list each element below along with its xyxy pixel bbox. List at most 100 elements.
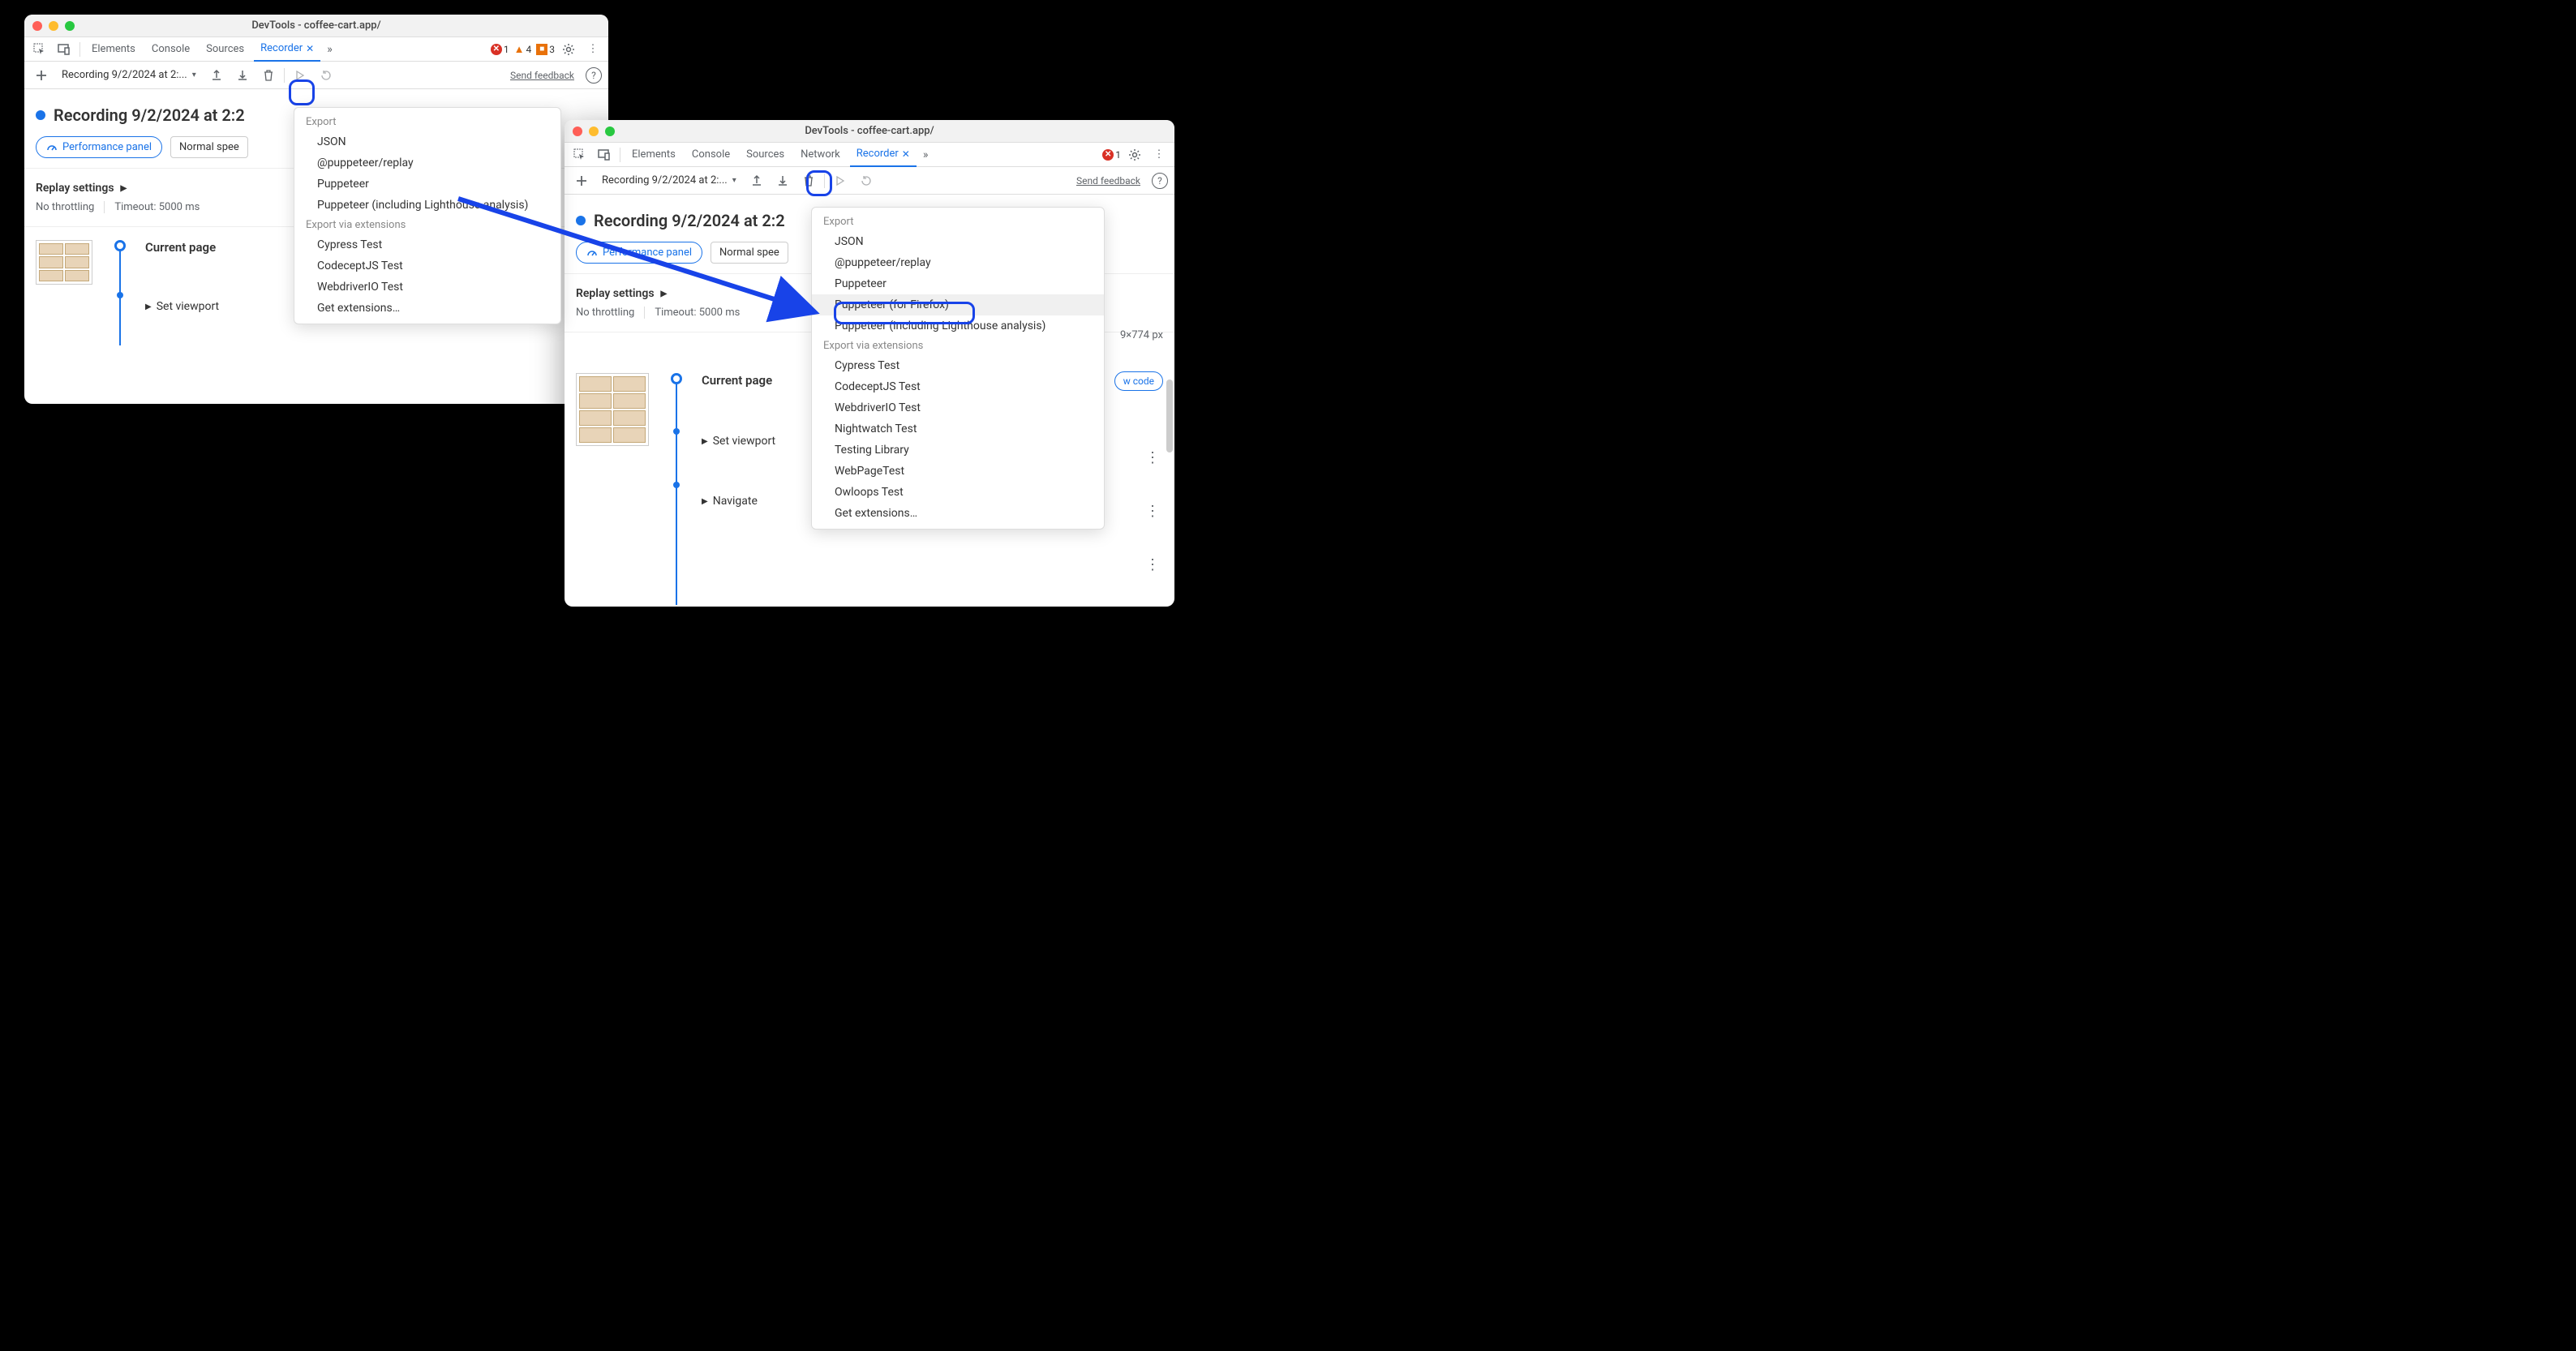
- gauge-icon: [46, 142, 58, 153]
- export-codeceptjs[interactable]: CodeceptJS Test: [294, 255, 560, 277]
- close-tab-icon[interactable]: ✕: [306, 43, 314, 54]
- replay-icon[interactable]: [830, 170, 851, 191]
- info-count[interactable]: ■3: [536, 44, 555, 55]
- tab-network[interactable]: Network: [794, 143, 847, 167]
- error-count[interactable]: ✕1: [491, 44, 509, 55]
- step-set-viewport[interactable]: ▶ Set viewport: [702, 435, 775, 448]
- send-feedback-link[interactable]: Send feedback: [1076, 175, 1140, 187]
- delete-icon[interactable]: [798, 170, 819, 191]
- import-icon[interactable]: [206, 65, 227, 86]
- device-toggle-icon[interactable]: [594, 144, 615, 165]
- export-dropdown: Export JSON @puppeteer/replay Puppeteer …: [811, 207, 1105, 530]
- export-get-extensions[interactable]: Get extensions…: [812, 503, 1104, 524]
- performance-panel-button[interactable]: Performance panel: [576, 242, 702, 264]
- step-current-page[interactable]: Current page: [702, 373, 775, 388]
- export-dropdown: Export JSON @puppeteer/replay Puppeteer …: [294, 107, 561, 324]
- help-icon[interactable]: ?: [1152, 173, 1168, 189]
- recording-title: Recording 9/2/2024 at 2:2: [54, 105, 245, 125]
- export-puppeteer-replay[interactable]: @puppeteer/replay: [294, 152, 560, 174]
- tab-elements[interactable]: Elements: [625, 143, 682, 167]
- close-tab-icon[interactable]: ✕: [902, 148, 910, 160]
- export-puppeteer-replay[interactable]: @puppeteer/replay: [812, 252, 1104, 273]
- kebab-menu-icon[interactable]: ⋮: [1148, 144, 1170, 165]
- recording-selector[interactable]: Recording 9/2/2024 at 2:... ▾: [57, 67, 201, 83]
- tab-recorder[interactable]: Recorder✕: [850, 143, 917, 167]
- export-puppeteer-lighthouse[interactable]: Puppeteer (including Lighthouse analysis…: [812, 315, 1104, 337]
- export-icon[interactable]: [232, 65, 253, 86]
- help-icon[interactable]: ?: [586, 67, 602, 84]
- export-owloops[interactable]: Owloops Test: [812, 482, 1104, 503]
- new-recording-icon[interactable]: [571, 170, 592, 191]
- step-icon[interactable]: [316, 65, 337, 86]
- performance-panel-button[interactable]: Performance panel: [36, 136, 162, 158]
- more-tabs-icon[interactable]: »: [920, 148, 932, 161]
- page-thumbnail: [576, 373, 649, 446]
- tab-console[interactable]: Console: [145, 37, 196, 62]
- import-icon[interactable]: [746, 170, 767, 191]
- tab-sources[interactable]: Sources: [200, 37, 251, 62]
- step-menu-icon[interactable]: ⋮: [1145, 449, 1160, 466]
- dimensions-badge: 9×774 px: [1120, 329, 1163, 341]
- recording-selector[interactable]: Recording 9/2/2024 at 2:... ▾: [597, 173, 741, 188]
- error-count[interactable]: ✕1: [1102, 149, 1121, 161]
- step-icon[interactable]: [856, 170, 877, 191]
- recording-title: Recording 9/2/2024 at 2:2: [594, 211, 785, 230]
- tab-elements[interactable]: Elements: [85, 37, 142, 62]
- dropdown-section-header: Export via extensions: [812, 337, 1104, 355]
- kebab-menu-icon[interactable]: ⋮: [582, 39, 603, 60]
- recorder-toolbar: Recording 9/2/2024 at 2:... ▾ Send feedb…: [24, 62, 608, 89]
- chevron-down-icon: ▾: [732, 176, 736, 185]
- export-cypress[interactable]: Cypress Test: [294, 234, 560, 255]
- export-codeceptjs[interactable]: CodeceptJS Test: [812, 376, 1104, 397]
- send-feedback-link[interactable]: Send feedback: [510, 70, 574, 81]
- settings-icon[interactable]: [1124, 144, 1145, 165]
- export-puppeteer-firefox[interactable]: Puppeteer (for Firefox): [812, 294, 1104, 315]
- inspect-icon[interactable]: [569, 144, 590, 165]
- warning-count[interactable]: ▲4: [514, 43, 532, 56]
- export-json[interactable]: JSON: [294, 131, 560, 152]
- speed-selector[interactable]: Normal spee: [711, 242, 788, 264]
- export-cypress[interactable]: Cypress Test: [812, 355, 1104, 376]
- delete-icon[interactable]: [258, 65, 279, 86]
- more-tabs-icon[interactable]: »: [324, 43, 336, 56]
- export-puppeteer[interactable]: Puppeteer: [294, 174, 560, 195]
- step-set-viewport[interactable]: ▶ Set viewport: [145, 300, 219, 313]
- export-get-extensions[interactable]: Get extensions…: [294, 298, 560, 319]
- device-toggle-icon[interactable]: [54, 39, 75, 60]
- tab-sources[interactable]: Sources: [740, 143, 791, 167]
- export-puppeteer-lighthouse[interactable]: Puppeteer (including Lighthouse analysis…: [294, 195, 560, 216]
- step-navigate[interactable]: ▶ Navigate: [702, 495, 775, 508]
- chevron-down-icon: ▾: [192, 71, 196, 79]
- timeout-label: Timeout: 5000 ms: [104, 201, 200, 213]
- devtools-tabbar: Elements Console Sources Recorder✕ » ✕1 …: [24, 37, 608, 62]
- window-title: DevTools - coffee-cart.app/: [24, 19, 608, 32]
- replay-icon[interactable]: [290, 65, 311, 86]
- titlebar: DevTools - coffee-cart.app/: [24, 15, 608, 37]
- chevron-right-icon: ▶: [145, 302, 152, 311]
- throttling-label: No throttling: [36, 201, 94, 213]
- settings-icon[interactable]: [558, 39, 579, 60]
- dropdown-section-header: Export: [294, 113, 560, 131]
- export-nightwatch[interactable]: Nightwatch Test: [812, 418, 1104, 440]
- speed-selector[interactable]: Normal spee: [170, 136, 248, 158]
- tab-recorder[interactable]: Recorder✕: [254, 37, 320, 62]
- export-testing-library[interactable]: Testing Library: [812, 440, 1104, 461]
- status-counts: ✕1: [1102, 149, 1121, 161]
- step-current-page[interactable]: Current page: [145, 240, 219, 255]
- new-recording-icon[interactable]: [31, 65, 52, 86]
- step-menu-icon[interactable]: ⋮: [1145, 503, 1160, 520]
- export-webpagetest[interactable]: WebPageTest: [812, 461, 1104, 482]
- export-puppeteer[interactable]: Puppeteer: [812, 273, 1104, 294]
- export-json[interactable]: JSON: [812, 231, 1104, 252]
- scrollbar[interactable]: [1166, 380, 1173, 452]
- inspect-icon[interactable]: [29, 39, 50, 60]
- export-icon[interactable]: [772, 170, 793, 191]
- export-webdriverio[interactable]: WebdriverIO Test: [812, 397, 1104, 418]
- tab-console[interactable]: Console: [685, 143, 736, 167]
- dropdown-section-header: Export via extensions: [294, 216, 560, 234]
- gauge-icon: [586, 247, 598, 259]
- recording-indicator-icon: [36, 110, 45, 120]
- dropdown-section-header: Export: [812, 212, 1104, 231]
- step-menu-icon[interactable]: ⋮: [1145, 556, 1160, 573]
- export-webdriverio[interactable]: WebdriverIO Test: [294, 277, 560, 298]
